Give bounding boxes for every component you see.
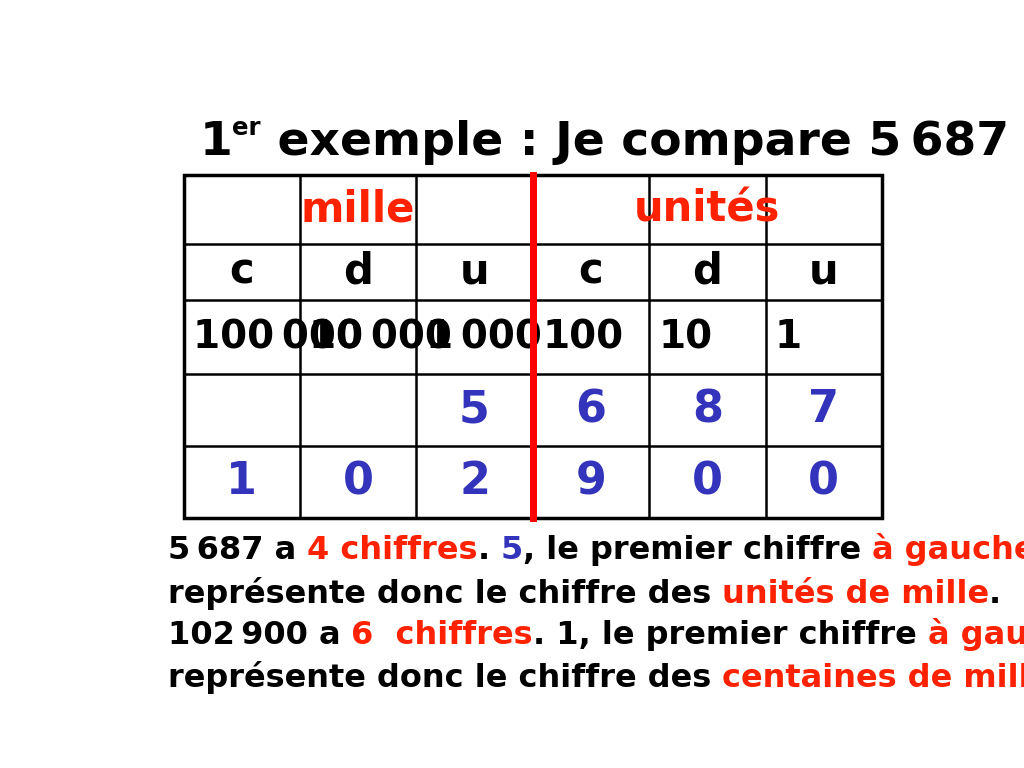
Text: 0: 0 bbox=[692, 461, 723, 504]
Text: .: . bbox=[477, 535, 501, 566]
Text: 1: 1 bbox=[226, 461, 257, 504]
Text: c: c bbox=[579, 251, 603, 293]
Text: 5: 5 bbox=[501, 535, 523, 566]
Text: 1: 1 bbox=[200, 120, 232, 165]
Text: u: u bbox=[809, 251, 839, 293]
Text: 0: 0 bbox=[808, 461, 840, 504]
Text: mille: mille bbox=[301, 188, 416, 230]
Text: 7: 7 bbox=[808, 389, 840, 432]
Text: 10: 10 bbox=[658, 318, 713, 356]
Text: d: d bbox=[692, 251, 722, 293]
Text: 6: 6 bbox=[575, 389, 606, 432]
Text: d: d bbox=[343, 251, 373, 293]
Text: c: c bbox=[229, 251, 254, 293]
Text: 10 000: 10 000 bbox=[309, 318, 453, 356]
Text: 5: 5 bbox=[459, 389, 489, 432]
Text: centaines de mille: centaines de mille bbox=[722, 663, 1024, 694]
Text: .: . bbox=[989, 578, 1001, 610]
Text: u: u bbox=[460, 251, 489, 293]
Text: 100: 100 bbox=[543, 318, 624, 356]
Text: er: er bbox=[232, 116, 261, 140]
Text: 8: 8 bbox=[692, 389, 723, 432]
Text: , le premier chiffre: , le premier chiffre bbox=[523, 535, 872, 566]
Text: à gauche: à gauche bbox=[872, 533, 1024, 566]
Text: 1: 1 bbox=[775, 318, 802, 356]
Text: 1 000: 1 000 bbox=[426, 318, 542, 356]
Text: 5 687 a: 5 687 a bbox=[168, 535, 307, 566]
Text: 100 000: 100 000 bbox=[194, 318, 362, 356]
Text: exemple : Je compare 5 687 et 102 900.: exemple : Je compare 5 687 et 102 900. bbox=[261, 120, 1024, 165]
Text: unités de mille: unités de mille bbox=[722, 578, 989, 610]
Text: unités: unités bbox=[634, 188, 780, 230]
Text: à gauche: à gauche bbox=[928, 618, 1024, 651]
Text: représente donc le chiffre des: représente donc le chiffre des bbox=[168, 577, 722, 610]
Text: 9: 9 bbox=[575, 461, 606, 504]
Text: 2: 2 bbox=[459, 461, 490, 504]
Text: 0: 0 bbox=[343, 461, 374, 504]
Text: 102 900 a: 102 900 a bbox=[168, 620, 351, 651]
Text: représente donc le chiffre des: représente donc le chiffre des bbox=[168, 661, 722, 694]
FancyBboxPatch shape bbox=[183, 175, 882, 518]
Text: 4 chiffres: 4 chiffres bbox=[307, 535, 477, 566]
Text: 6  chiffres: 6 chiffres bbox=[351, 620, 534, 651]
Text: . 1, le premier chiffre: . 1, le premier chiffre bbox=[534, 620, 928, 651]
